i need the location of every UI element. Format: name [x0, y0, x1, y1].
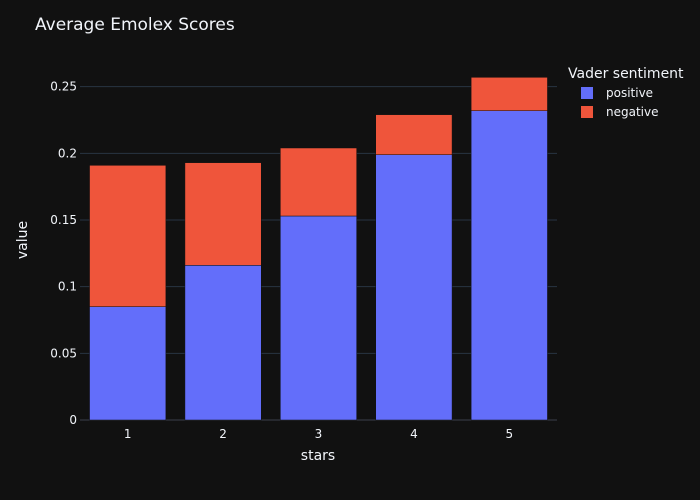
- x-tick-label: 3: [315, 427, 323, 441]
- bar-negative-1[interactable]: [89, 165, 167, 307]
- bar-negative-2[interactable]: [184, 162, 262, 266]
- y-tick-label: 0.2: [58, 146, 77, 160]
- legend: Vader sentiment positive negative: [568, 66, 684, 119]
- x-tick-label: 4: [410, 427, 418, 441]
- legend-swatch-negative[interactable]: [581, 106, 593, 118]
- x-tick-label: 2: [219, 427, 227, 441]
- y-tick-label: 0.15: [50, 213, 77, 227]
- y-tick-label: 0: [69, 413, 77, 427]
- bar-positive-5[interactable]: [470, 110, 548, 421]
- x-axis-ticks: 1 2 3 4 5: [124, 427, 513, 441]
- bar-positive-4[interactable]: [375, 154, 453, 421]
- bar-positive-2[interactable]: [184, 265, 262, 421]
- x-tick-label: 1: [124, 427, 132, 441]
- y-axis-ticks: 0 0.05 0.1 0.15 0.2 0.25: [50, 80, 77, 427]
- legend-label-negative[interactable]: negative: [606, 105, 658, 119]
- x-axis-title: stars: [301, 448, 335, 464]
- x-tick-label: 5: [505, 427, 513, 441]
- bars: [89, 77, 548, 421]
- y-tick-label: 0.1: [58, 280, 77, 294]
- y-tick-label: 0.25: [50, 80, 77, 94]
- y-axis-title: value: [15, 221, 31, 259]
- bar-negative-5[interactable]: [470, 77, 548, 111]
- bar-negative-3[interactable]: [280, 147, 357, 217]
- bar-positive-3[interactable]: [280, 215, 357, 421]
- legend-swatch-positive[interactable]: [581, 87, 593, 99]
- y-tick-label: 0.05: [50, 346, 77, 360]
- legend-label-positive[interactable]: positive: [606, 86, 653, 100]
- bar-positive-1[interactable]: [89, 306, 167, 421]
- bar-negative-4[interactable]: [375, 114, 453, 155]
- legend-title: Vader sentiment: [568, 66, 684, 82]
- chart-title: Average Emolex Scores: [35, 15, 235, 35]
